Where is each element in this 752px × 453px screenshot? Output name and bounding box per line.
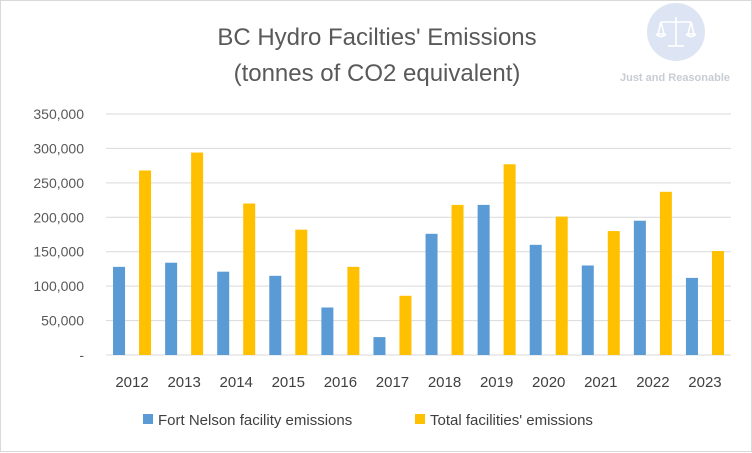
bar-total-2022 [659,191,672,355]
bar-fort-nelson-2016 [321,307,334,355]
legend-swatch [143,414,153,424]
legend: Fort Nelson facility emissions Total faci… [143,412,593,429]
bar-total-2015 [295,229,308,355]
bar-fort-nelson-2019 [477,204,490,355]
scales-of-justice-icon [655,17,697,47]
x-tick-label: 2017 [376,374,409,391]
bars [113,152,724,355]
gridlines [106,113,731,356]
bar-fort-nelson-2014 [217,271,230,355]
bar-total-2013 [191,152,204,355]
x-tick-label: 2013 [167,374,200,391]
y-tick-label: 250,000 [33,175,84,191]
bar-total-2020 [555,216,568,355]
y-tick-label: 350,000 [33,106,84,122]
legend-label: Fort Nelson facility emissions [158,412,352,429]
x-tick-label: 2022 [636,374,669,391]
bar-total-2017 [399,295,412,355]
bar-fort-nelson-2022 [633,220,646,355]
bar-fort-nelson-2023 [685,277,698,355]
bar-fort-nelson-2013 [165,262,178,355]
chart-title-line-2: (tonnes of CO2 equivalent) [234,60,521,87]
x-tick-label: 2014 [220,374,253,391]
x-tick-label: 2016 [324,374,357,391]
y-tick-label: - [79,347,84,363]
bar-total-2014 [243,203,256,355]
bar-total-2016 [347,266,360,355]
bar-fort-nelson-2021 [581,265,594,355]
legend-label: Total facilities' emissions [430,412,593,429]
y-tick-label: 200,000 [33,209,84,225]
x-tick-label: 2018 [428,374,461,391]
y-tick-label: 300,000 [33,140,84,156]
bar-total-2012 [139,170,152,355]
watermark-text: Just and Reasonable [620,72,730,84]
bar-total-2021 [607,231,620,355]
x-tick-label: 2012 [115,374,148,391]
chart-title-line-1: BC Hydro Facilties' Emissions [217,24,536,51]
x-tick-label: 2015 [272,374,305,391]
x-tick-label: 2019 [480,374,513,391]
bar-fort-nelson-2017 [373,337,386,355]
legend-swatch [415,414,425,424]
y-tick-label: 100,000 [33,278,84,294]
y-tick-label: 50,000 [41,313,84,329]
watermark-logo: Just and Reasonable [620,3,730,84]
x-tick-label: 2021 [584,374,617,391]
bar-total-2019 [503,164,516,355]
x-axis-ticks: 2012 2013 2014 2015 2016 2017 2018 2019 2020 2021… [115,374,721,391]
x-tick-label: 2023 [688,374,721,391]
y-tick-label: 150,000 [33,244,84,260]
y-axis-ticks: - 50,000 100,000 150,000 200,000 250,000 300,0… [33,106,84,363]
bar-fort-nelson-2018 [425,233,438,355]
bar-fort-nelson-2015 [269,275,282,355]
bar-fort-nelson-2012 [113,266,126,355]
bar-fort-nelson-2020 [529,244,542,355]
bar-total-2023 [711,251,724,355]
bar-total-2018 [451,204,464,355]
x-tick-label: 2020 [532,374,565,391]
